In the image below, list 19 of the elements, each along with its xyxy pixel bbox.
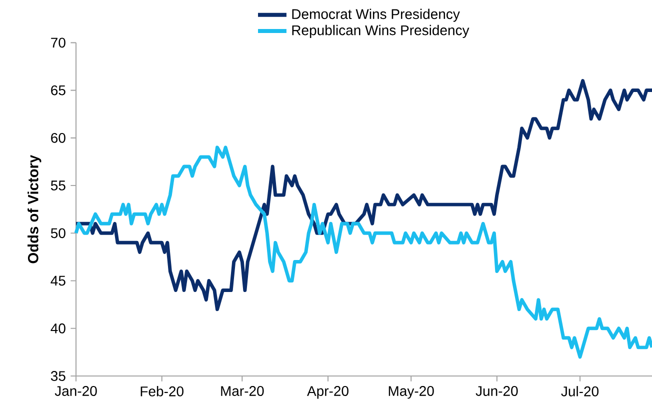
y-tick-label: 70 — [51, 38, 66, 48]
x-tick-label: Jul-20 — [561, 386, 599, 396]
y-tick-label: 65 — [51, 85, 66, 96]
y-tick-label: 45 — [50, 276, 66, 286]
line-series — [74, 146, 652, 359]
y-axis-title: Odds of Victory — [28, 154, 42, 264]
legend-label: Democrat Wins Presidency — [292, 8, 460, 22]
x-tick-label: Apr-20 — [307, 386, 348, 399]
y-tick-label: 35 — [50, 371, 66, 381]
x-tick-label: May-20 — [388, 386, 434, 399]
y-tick-label: 55 — [50, 180, 66, 190]
x-tick-label: Jun-20 — [476, 386, 518, 396]
y-tick-label: 40 — [50, 323, 66, 334]
x-tick-label: Feb-20 — [140, 386, 184, 396]
x-tick-label: Jan-20 — [54, 386, 97, 396]
x-tick-label: Mar-20 — [221, 386, 264, 396]
y-tick-label: 50 — [50, 228, 66, 238]
legend-label: Republican Wins Presidency — [292, 24, 470, 38]
y-tick-label: 60 — [51, 132, 66, 143]
